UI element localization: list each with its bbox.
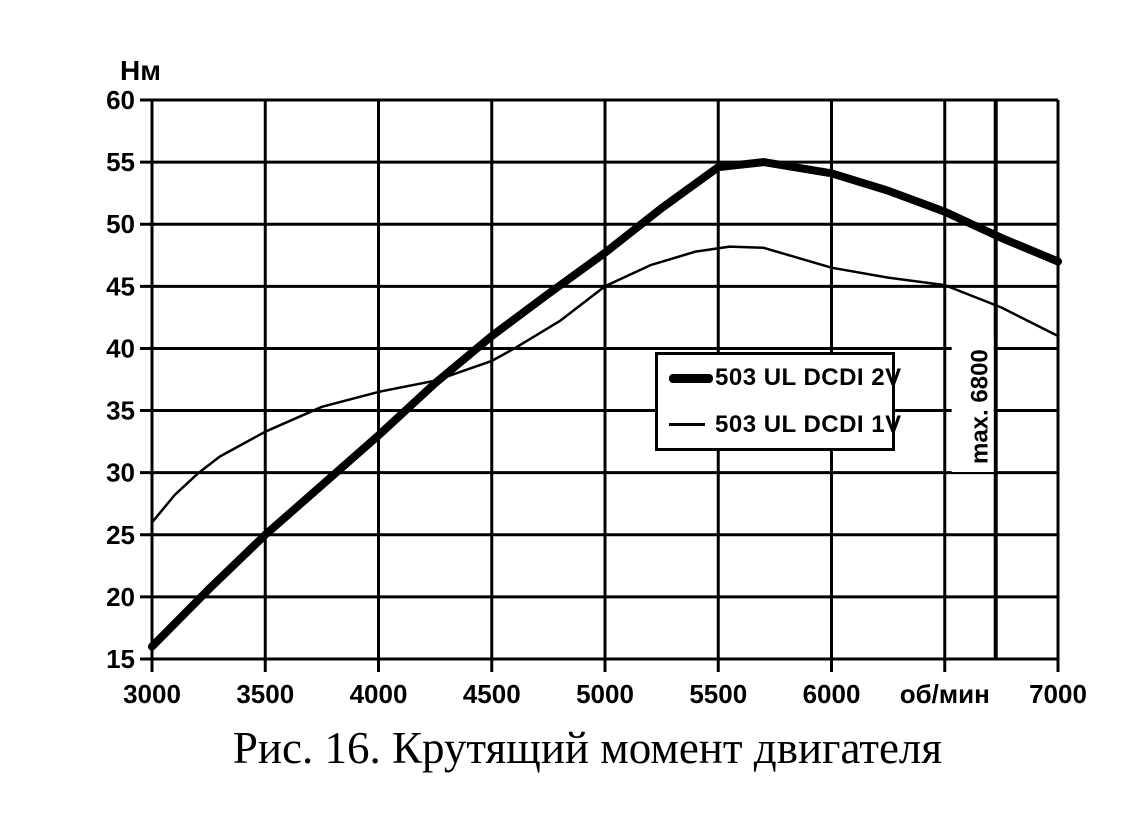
thin-line-sample-icon bbox=[669, 423, 705, 427]
x-tick-label-3500: 3500 bbox=[236, 679, 294, 709]
x-tick-label-5000: 5000 bbox=[576, 679, 634, 709]
y-tick-label-50: 50 bbox=[106, 209, 135, 239]
y-tick-label-15: 15 bbox=[106, 644, 135, 674]
y-tick-label-20: 20 bbox=[106, 582, 135, 612]
y-tick-label-60: 60 bbox=[106, 85, 135, 115]
thick-line-sample-icon bbox=[669, 373, 713, 383]
y-tick-label-55: 55 bbox=[106, 147, 135, 177]
x-tick-label-5500: 5500 bbox=[689, 679, 747, 709]
torque-curve-thick bbox=[148, 158, 1062, 651]
y-tick-label-35: 35 bbox=[106, 396, 135, 426]
x-tick-label-3000: 3000 bbox=[123, 679, 181, 709]
y-tick-label-30: 30 bbox=[106, 458, 135, 488]
torque-curve-thin bbox=[150, 245, 1060, 524]
max-rpm-label-backing bbox=[951, 340, 994, 472]
legend-item-1v: 503 UL DCDI 1V bbox=[669, 411, 901, 439]
legend-item-2v: 503 UL DCDI 2V bbox=[669, 364, 901, 392]
legend-label-1v: 503 UL DCDI 1V bbox=[715, 410, 902, 438]
x-tick-label-4500: 4500 bbox=[463, 679, 521, 709]
max-rpm-label: max. 6800 bbox=[967, 349, 994, 464]
figure-caption: Рис. 16. Крутящий момент двигателя bbox=[232, 723, 943, 773]
x-tick-label-6000: 6000 bbox=[803, 679, 861, 709]
legend-label-2v: 503 UL DCDI 2V bbox=[715, 364, 902, 392]
y-axis-unit-label: Нм bbox=[120, 55, 161, 86]
x-tick-label-7000: 7000 bbox=[1029, 679, 1087, 709]
chart-legend: 503 UL DCDI 2V 503 UL DCDI 1V bbox=[655, 352, 901, 451]
y-tick-label-45: 45 bbox=[106, 271, 135, 301]
x-tick-label-4000: 4000 bbox=[350, 679, 408, 709]
y-tick-label-25: 25 bbox=[106, 520, 135, 550]
y-tick-label-40: 40 bbox=[106, 333, 135, 363]
x-axis-unit-label: об/мин bbox=[900, 679, 990, 709]
